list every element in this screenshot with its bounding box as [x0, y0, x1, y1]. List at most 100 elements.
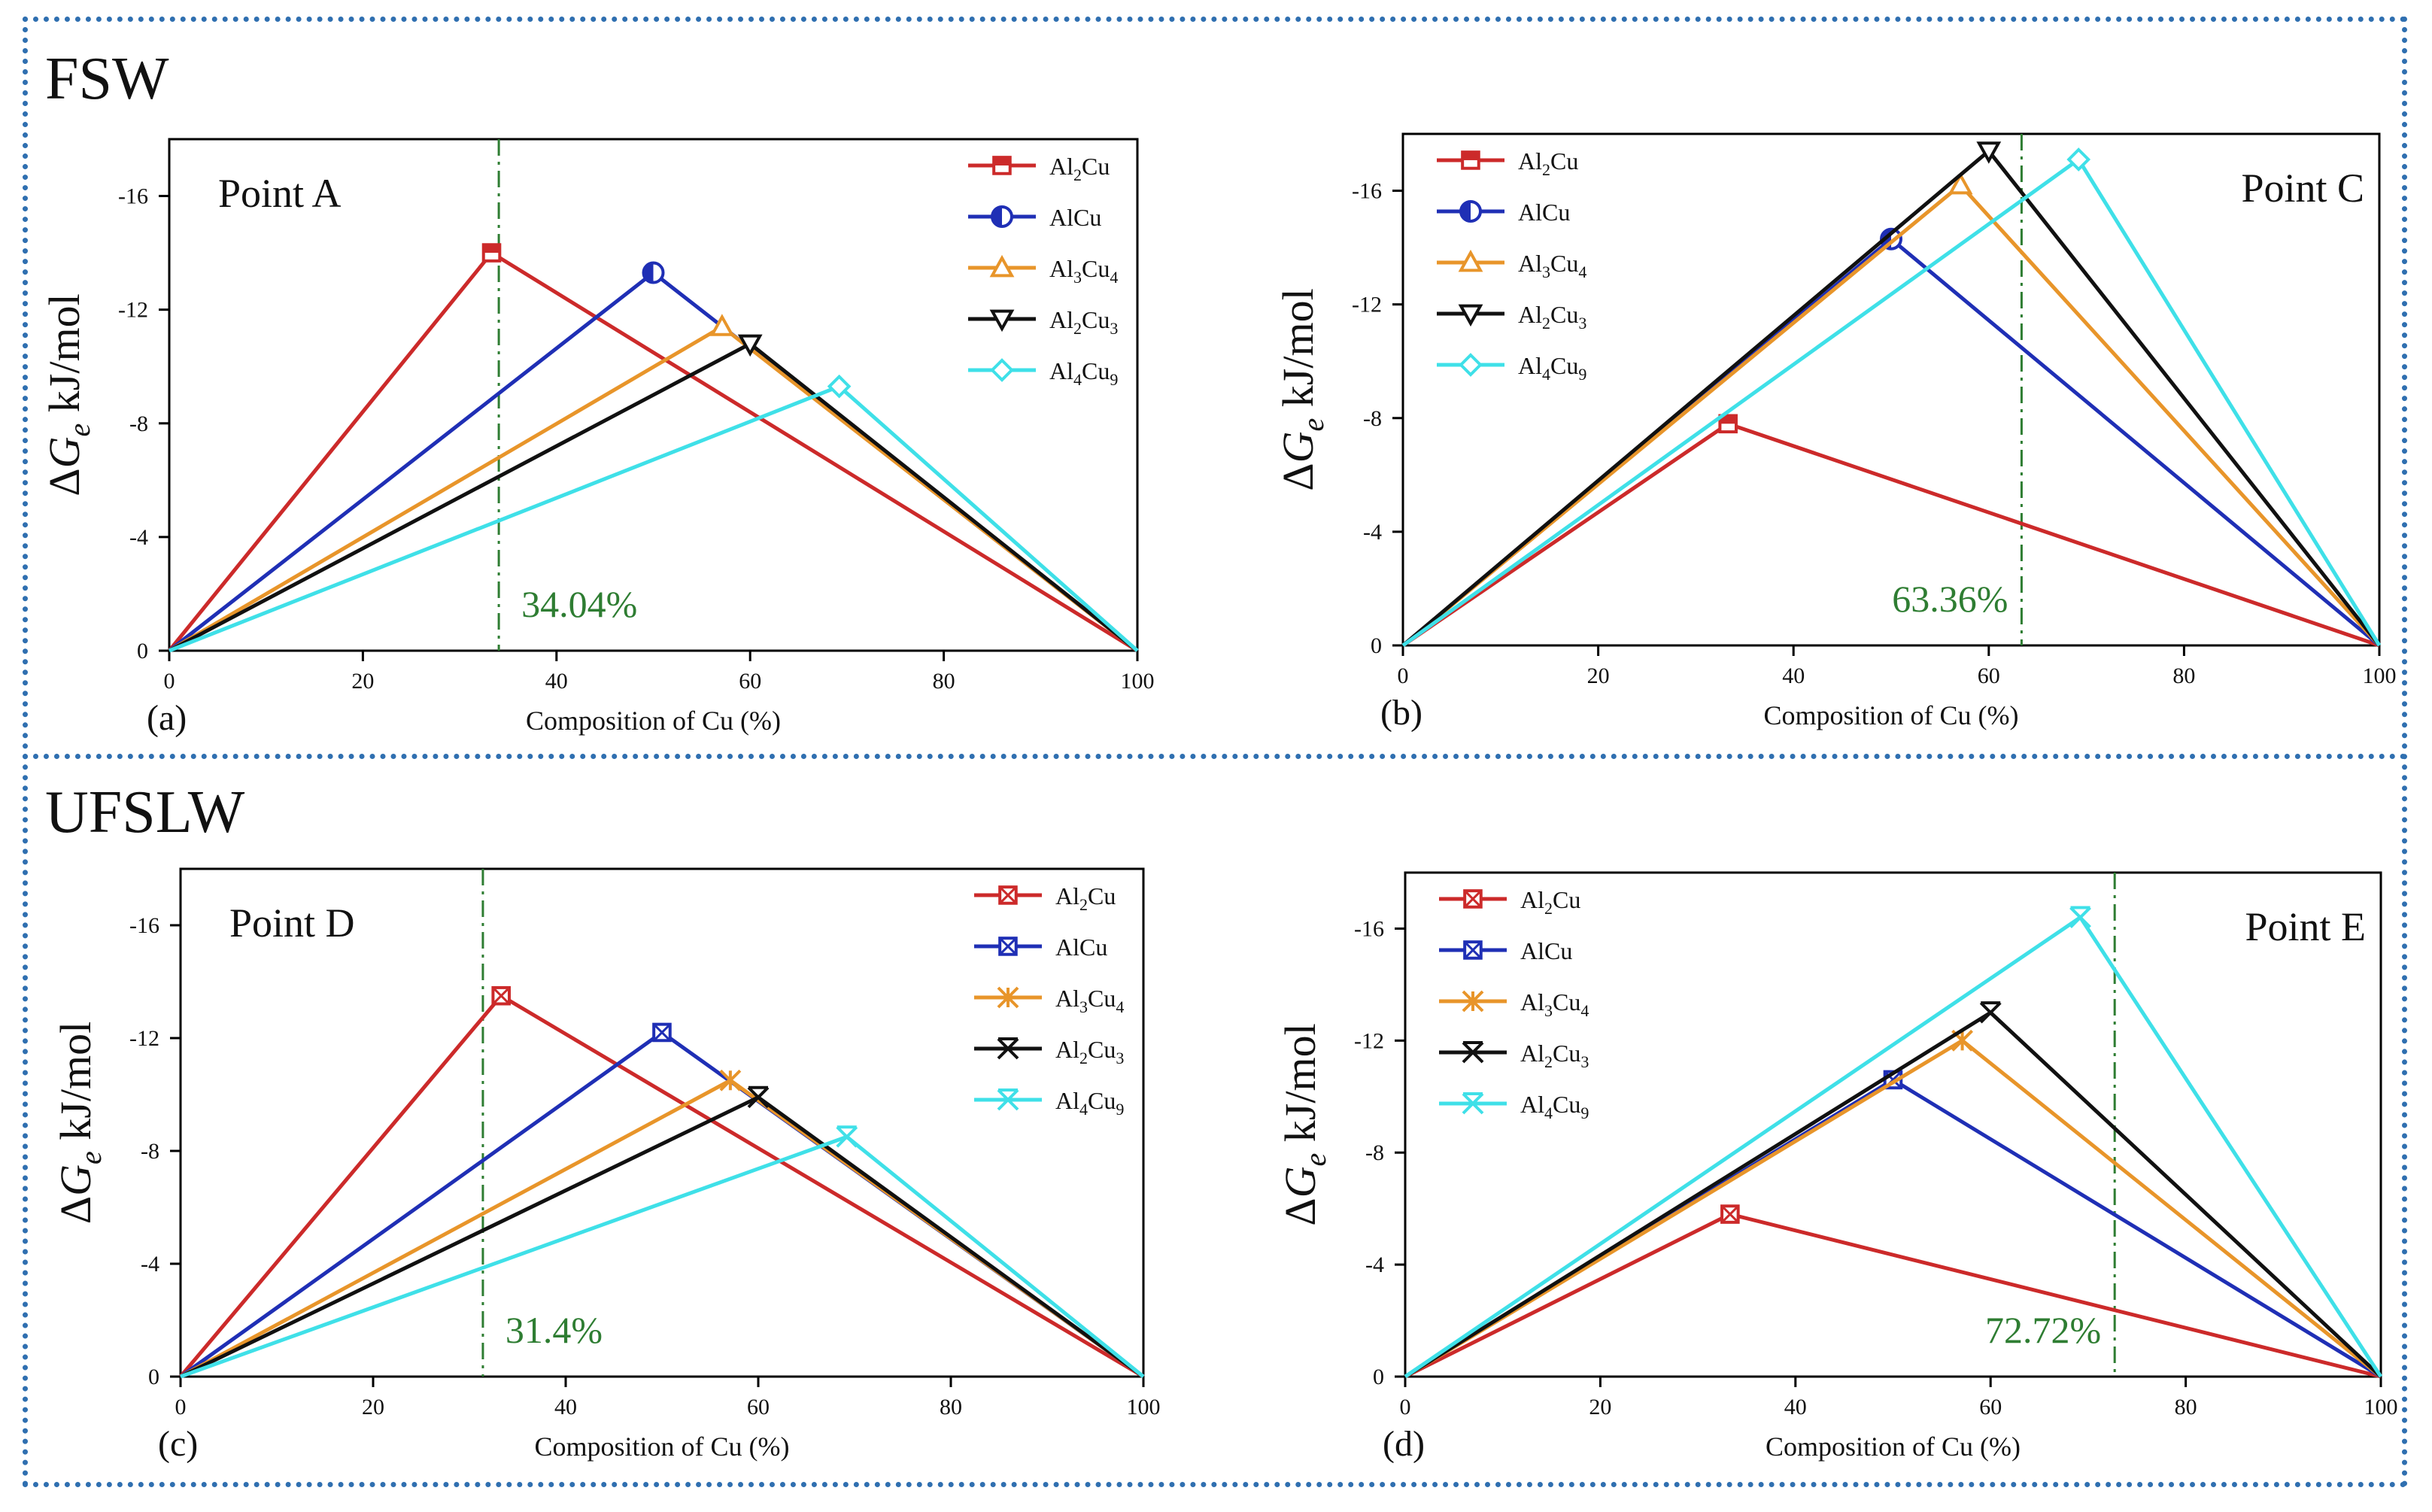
- panel-label: (d): [1383, 1424, 1425, 1464]
- series-marker-Al4Cu9: [836, 1125, 858, 1148]
- legend-marker-Al4Cu9: [997, 1088, 1019, 1111]
- x-tick-label: 0: [164, 669, 175, 694]
- series-marker-Al3Cu4: [1948, 172, 1973, 195]
- x-tick-label: 60: [1978, 663, 2000, 688]
- chart-panel-a: 0 20 40 60 80 100 0 -4 -8 -12 -16 Composition of Cu…: [40, 138, 1155, 738]
- x-tick-label: 80: [940, 1395, 962, 1419]
- series-line-AlCu: [1404, 1077, 2382, 1379]
- legend-marker-Al2Cu3: [989, 309, 1015, 332]
- plot-frame: [1404, 871, 2382, 1378]
- figure-frame: [23, 17, 2407, 1487]
- series-marker-Al2Cu3: [1979, 1001, 2002, 1024]
- legend-label-Al2Cu: Al2Cu: [1520, 886, 1580, 918]
- series-marker-Al4Cu9: [827, 374, 852, 399]
- series-marker-Al2Cu-fill: [483, 244, 500, 254]
- y-axis-label: ΔGe kJ/mol: [40, 293, 96, 496]
- legend-marker-Al2Cu-cross: [999, 886, 1017, 904]
- section-title-ufslw: UFSLW: [45, 779, 245, 846]
- legend-label-Al2Cu: Al2Cu: [1055, 882, 1116, 914]
- series-marker-Al2Cu3: [1976, 141, 2002, 164]
- x-tick-label: 40: [1784, 1395, 1807, 1419]
- y-tick-label: -16: [129, 913, 159, 938]
- point-label: Point E: [2245, 904, 2366, 949]
- y-axis-label: ΔGe kJ/mol: [1276, 1023, 1332, 1225]
- y-axis-label: ΔGe kJ/mol: [51, 1022, 108, 1224]
- x-tick-label: 100: [1121, 669, 1155, 694]
- x-tick-label: 20: [351, 669, 374, 694]
- panel-label: (a): [147, 698, 187, 738]
- legend-label-Al4Cu9: Al4Cu9: [1049, 357, 1118, 389]
- composition-annotation: 31.4%: [506, 1309, 603, 1351]
- x-tick-label: 0: [175, 1395, 187, 1419]
- x-tick-label: 0: [1400, 1395, 1411, 1419]
- series-line-Al2Cu3: [168, 342, 1139, 653]
- section-title-fsw: FSW: [45, 46, 169, 112]
- x-tick-label: 20: [1589, 1395, 1611, 1419]
- series-marker-AlCu-fill: [643, 263, 654, 283]
- x-tick-label: 60: [1979, 1395, 2002, 1419]
- series-line-Al4Cu9: [180, 1134, 1145, 1379]
- x-axis-label: Composition of Cu (%): [535, 1432, 790, 1462]
- x-tick-label: 100: [1127, 1395, 1161, 1419]
- legend-label-Al4Cu9: Al4Cu9: [1518, 352, 1586, 384]
- series-marker-AlCu-cross: [653, 1023, 671, 1042]
- y-tick-label: -16: [1352, 179, 1382, 204]
- y-tick-label: -16: [1354, 916, 1384, 941]
- legend-label-Al2Cu: Al2Cu: [1518, 147, 1578, 179]
- series-marker-Al4Cu9: [2066, 147, 2091, 172]
- legend-label-Al4Cu9: Al4Cu9: [1055, 1087, 1124, 1119]
- y-tick-label: -12: [1354, 1028, 1384, 1053]
- y-tick-label: -12: [1352, 293, 1382, 317]
- legend-marker-Al3Cu4: [1458, 249, 1483, 272]
- x-axis-label: Composition of Cu (%): [1766, 1432, 2021, 1462]
- legend-marker-Al4Cu9: [1462, 1092, 1484, 1115]
- x-tick-label: 40: [1782, 663, 1805, 688]
- chart-panel-c: 0 20 40 60 80 100 0 -4 -8 -12 -16 Composition of Cu…: [51, 867, 1161, 1464]
- legend-label-Al2Cu: Al2Cu: [1049, 153, 1110, 184]
- series-marker-Al3Cu4: [719, 1069, 742, 1091]
- y-tick-label: 0: [1373, 1365, 1384, 1389]
- series-marker-Al2Cu-cross: [492, 986, 511, 1005]
- y-tick-label: -8: [1365, 1140, 1384, 1165]
- y-tick-label: -4: [129, 525, 148, 550]
- legend-label-Al3Cu4: Al3Cu4: [1055, 985, 1124, 1016]
- y-tick-label: -16: [118, 184, 148, 209]
- y-tick-label: -4: [1363, 520, 1382, 545]
- series-line-Al3Cu4: [1404, 1038, 2382, 1379]
- y-tick-label: -4: [1365, 1252, 1384, 1277]
- series-line-Al2Cu: [179, 993, 1145, 1379]
- legend-label-Al2Cu3: Al2Cu3: [1049, 306, 1118, 338]
- legend-marker-AlCu-fill: [992, 207, 1002, 226]
- legend-label-Al4Cu9: Al4Cu9: [1520, 1091, 1589, 1122]
- point-label: Point A: [218, 171, 342, 216]
- legend-marker-Al2Cu-fill: [994, 157, 1010, 165]
- y-axis-label: ΔGe kJ/mol: [1274, 288, 1330, 490]
- y-tick-label: 0: [148, 1365, 159, 1389]
- legend-marker-AlCu-cross: [1464, 941, 1482, 959]
- x-tick-label: 80: [2175, 1395, 2197, 1419]
- y-tick-label: -4: [141, 1252, 159, 1277]
- y-tick-label: -12: [129, 1026, 159, 1051]
- point-label: Point C: [2241, 165, 2364, 211]
- series-line-AlCu: [1401, 236, 2381, 647]
- x-tick-label: 40: [545, 669, 568, 694]
- series-marker-Al4Cu9: [2069, 906, 2091, 928]
- panel-label: (c): [158, 1424, 198, 1464]
- chart-panel-d: 0 20 40 60 80 100 0 -4 -8 -12 -16 Composition of Cu…: [1276, 871, 2398, 1464]
- x-tick-label: 80: [2172, 663, 2195, 688]
- series-marker-Al3Cu4: [709, 314, 735, 336]
- legend-label-Al3Cu4: Al3Cu4: [1049, 255, 1118, 287]
- x-tick-label: 80: [933, 669, 955, 694]
- x-tick-label: 40: [554, 1395, 577, 1419]
- y-tick-label: -8: [129, 411, 148, 436]
- legend-marker-Al2Cu3: [997, 1037, 1019, 1060]
- point-label: Point D: [229, 900, 355, 946]
- section-divider: [23, 754, 2407, 759]
- legend-marker-Al2Cu-fill: [1462, 152, 1479, 160]
- legend-label-Al2Cu3: Al2Cu3: [1520, 1040, 1589, 1071]
- y-tick-label: -8: [141, 1139, 159, 1164]
- x-tick-label: 60: [747, 1395, 770, 1419]
- x-tick-label: 100: [2363, 663, 2397, 688]
- series-line-Al3Cu4: [179, 1078, 1145, 1379]
- y-tick-label: 0: [1371, 633, 1382, 658]
